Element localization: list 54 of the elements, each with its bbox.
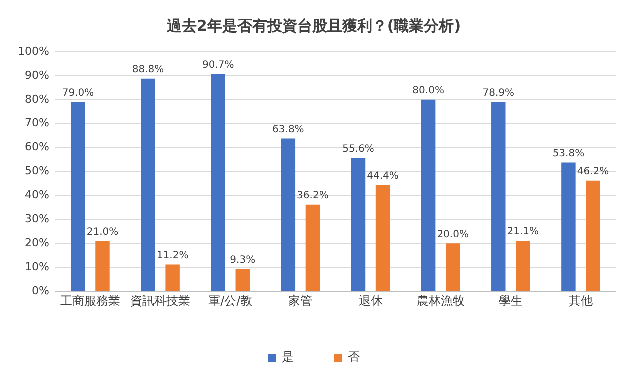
- y-tick-label: 30%: [24, 212, 50, 226]
- legend-label: 否: [348, 350, 360, 364]
- x-tick-label: 退休: [358, 294, 383, 308]
- y-tick-label: 50%: [24, 164, 50, 178]
- data-label: 11.2%: [156, 250, 189, 262]
- bar: [141, 78, 156, 292]
- bar: [166, 264, 180, 292]
- bar: [236, 269, 250, 292]
- data-label: 53.8%: [552, 148, 585, 160]
- y-tick-label: 60%: [24, 140, 50, 154]
- y-tick-label: 80%: [24, 92, 50, 106]
- bar: [516, 241, 530, 292]
- data-label: 36.2%: [297, 190, 329, 202]
- bar: [281, 138, 296, 292]
- data-label: 46.2%: [577, 166, 610, 178]
- data-label: 79.0%: [62, 88, 94, 99]
- bar: [96, 241, 110, 292]
- bar: [562, 162, 576, 292]
- y-tick-label: 70%: [24, 116, 50, 130]
- data-label: 21.0%: [86, 226, 119, 238]
- bar: [376, 185, 390, 292]
- legend-label: 是: [282, 350, 294, 364]
- data-label: 78.9%: [482, 88, 515, 100]
- bar: [421, 100, 436, 292]
- data-label: 90.7%: [202, 60, 234, 71]
- bar: [306, 204, 320, 292]
- y-tick-label: 20%: [24, 236, 50, 250]
- x-tick-label: 學生: [498, 294, 523, 308]
- y-tick-label: 0%: [32, 284, 50, 298]
- x-tick-label: 家管: [288, 294, 313, 308]
- y-tick-label: 10%: [24, 260, 50, 274]
- bar: [492, 102, 506, 292]
- data-label: 63.8%: [272, 124, 304, 136]
- data-label: 55.6%: [342, 144, 374, 155]
- chart-title: 過去2年是否有投資台股且獲利？(職業分析): [166, 16, 462, 35]
- data-label: 9.3%: [230, 254, 256, 266]
- bar: [351, 158, 366, 292]
- data-label: 80.0%: [412, 86, 444, 97]
- data-label: 20.0%: [437, 229, 469, 240]
- x-tick-label: 農林漁牧: [416, 294, 465, 308]
- x-tick-label: 軍/公/教: [208, 294, 253, 308]
- x-tick-label: 工商服務業: [60, 294, 120, 308]
- data-label: 44.4%: [367, 170, 399, 182]
- y-tick-label: 100%: [18, 44, 50, 58]
- y-tick-label: 90%: [24, 68, 50, 82]
- bar: [211, 74, 226, 292]
- bar: [71, 102, 86, 292]
- bar: [586, 180, 600, 292]
- y-tick-label: 40%: [24, 188, 50, 202]
- data-label: 88.8%: [132, 64, 164, 76]
- bar: [446, 244, 460, 292]
- x-tick-label: 資訊科技業: [130, 294, 191, 308]
- data-label: 21.1%: [507, 226, 540, 238]
- x-tick-label: 其他: [568, 294, 593, 308]
